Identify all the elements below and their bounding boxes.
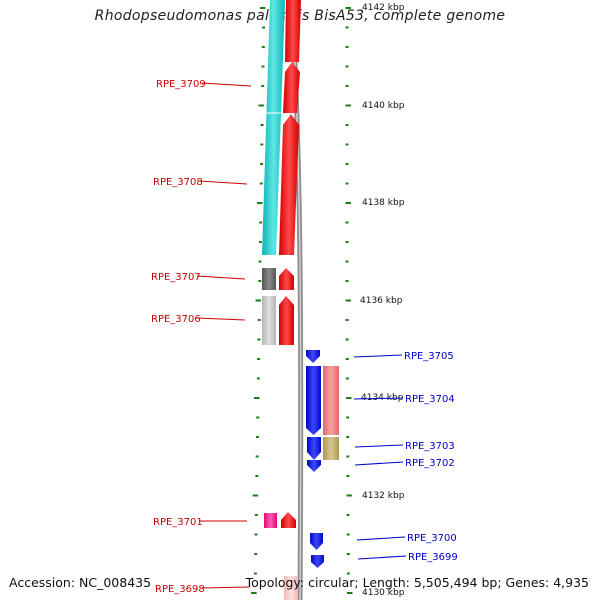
kbp-label: 4138 kbp [362, 198, 405, 208]
gene-block-rpe-3703 [323, 437, 339, 460]
cds-arrow-rpe-3702 [307, 460, 321, 472]
callout-line [353, 397, 404, 400]
left-gene-callouts: RPE_3709 RPE_3708 RPE_3707 RPE_3706 RPE_3701… [151, 79, 252, 595]
tick-marks [251, 7, 353, 594]
gene-label[interactable]: RPE_3700 [407, 533, 457, 544]
cds-arrow-rpe-3706 [279, 296, 294, 345]
kbp-label: 4136 kbp [360, 296, 403, 306]
callout-line [356, 536, 406, 541]
cds-arrow-rpe-3705 [306, 350, 320, 363]
callout-line [198, 180, 248, 185]
kbp-label: 4142 kbp [362, 3, 405, 13]
kbp-label: 4132 kbp [362, 491, 405, 501]
cds-arrow-rpe-3700 [310, 533, 323, 550]
cds-arrow-rpe-3709b [283, 62, 300, 113]
gene-label[interactable]: RPE_3698 [155, 584, 205, 595]
kbp-label: 4140 kbp [362, 101, 405, 111]
gene-block-rpe-3706 [262, 296, 276, 345]
cds-arrow-rpe-3699 [311, 555, 324, 568]
gene-label[interactable]: RPE_3705 [404, 351, 454, 362]
gene-label[interactable]: RPE_3702 [405, 458, 455, 469]
pale-gene-rpe-3698 [284, 576, 298, 600]
callout-line [201, 82, 252, 87]
gene-label[interactable]: RPE_3701 [153, 517, 203, 528]
callout-line [196, 275, 246, 280]
kbp-label: 4130 kbp [362, 588, 405, 598]
callout-line [353, 354, 403, 358]
cds-arrow-rpe-3708 [279, 114, 299, 255]
cds-arrow-rpe-3701 [281, 512, 296, 528]
gene-label[interactable]: RPE_3708 [153, 177, 203, 188]
callout-line [196, 317, 246, 321]
genome-backbone-highlight [291, 0, 302, 600]
gene-label[interactable]: RPE_3707 [151, 272, 201, 283]
gene-label[interactable]: RPE_3706 [151, 314, 201, 325]
topology-summary: Topology: circular; Length: 5,505,494 bp… [245, 575, 589, 590]
cds-arrow-rpe-3707 [279, 268, 294, 290]
gene-label[interactable]: RPE_3709 [156, 79, 206, 90]
gene-label[interactable]: RPE_3699 [408, 552, 458, 563]
callout-line [357, 555, 407, 560]
cds-arrow-rpe-3704 [306, 366, 321, 435]
gene-block-rpe-3707 [262, 268, 276, 290]
gene-label[interactable]: RPE_3704 [405, 394, 455, 405]
gene-label[interactable]: RPE_3703 [405, 441, 455, 452]
accession-text: Accession: NC_008435 [9, 575, 152, 590]
cds-arrow-rpe-3703 [307, 437, 321, 460]
gene-block-rpe-3701 [264, 513, 277, 528]
gene-block-rpe-3704 [323, 366, 339, 435]
cyan-gene-block [262, 0, 285, 255]
callout-line [200, 586, 250, 589]
cds-arrow-rpe-3709 [285, 0, 301, 62]
right-gene-callouts: RPE_3705 RPE_3704 RPE_3703 RPE_3702 RPE_3700… [353, 351, 458, 563]
callout-line [354, 444, 404, 448]
callout-line [354, 461, 404, 466]
